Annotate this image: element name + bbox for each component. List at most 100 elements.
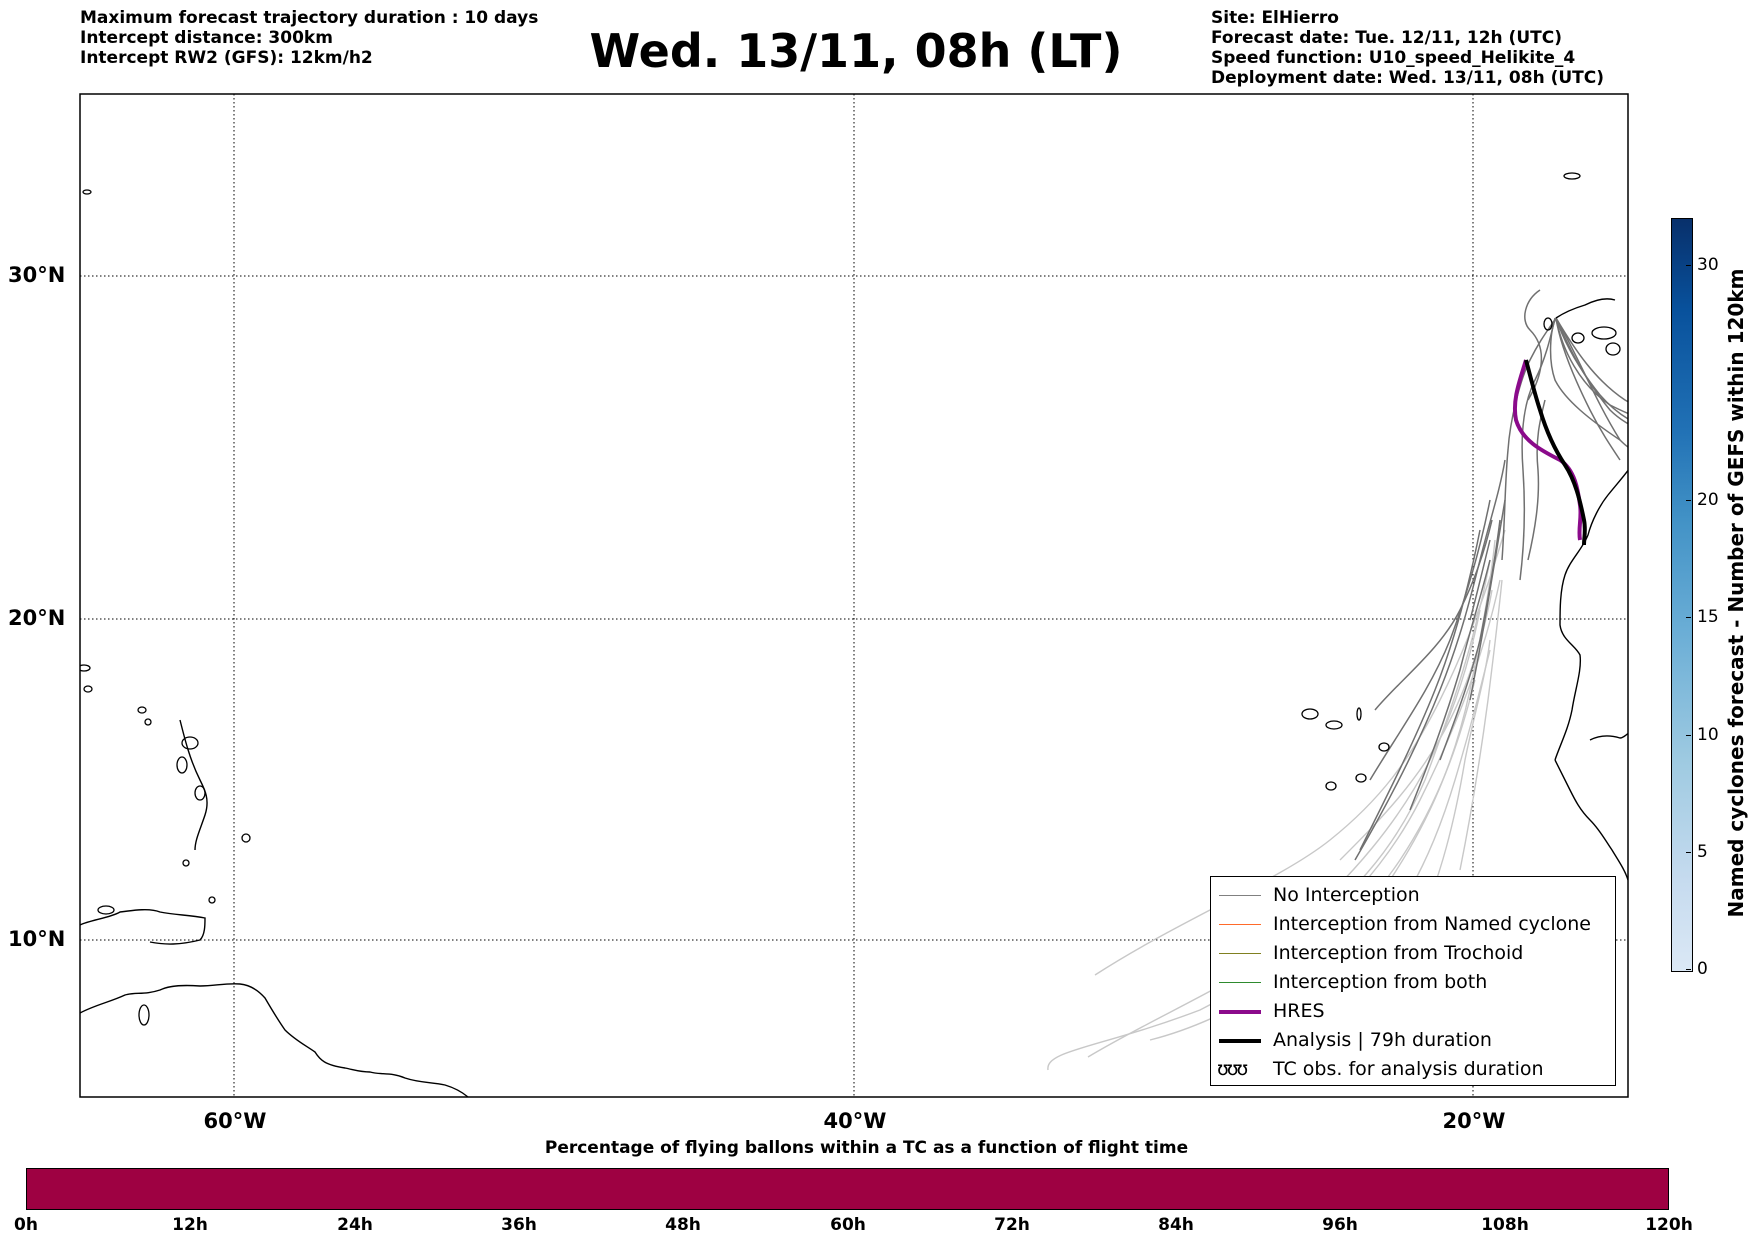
island-11 <box>1325 781 1337 791</box>
islands <box>80 172 1621 1026</box>
colorbar <box>1671 218 1693 972</box>
trajectory-dark-fan-1 <box>1501 317 1557 561</box>
cbar-tickmark-10 <box>1686 735 1691 736</box>
trajectory-dark-7 <box>1374 519 1493 711</box>
island-24 <box>83 685 93 693</box>
legend-item-tc-obs: ʊʊʊ TC obs. for analysis duration <box>1211 1055 1615 1084</box>
pbar-tick-72h: 72h <box>994 1215 1030 1235</box>
cbar-tick-0: 0 <box>1697 959 1708 979</box>
percentage-bar-title: Percentage of flying ballons within a TC… <box>544 1138 1189 1158</box>
pbar-tick-48h: 48h <box>665 1215 701 1235</box>
pbar-tick-108h: 108h <box>1481 1215 1529 1235</box>
lat-label-20n: 20°N <box>8 606 66 630</box>
cbar-tick-10: 10 <box>1697 725 1719 745</box>
pbar-tick-84h: 84h <box>1158 1215 1194 1235</box>
trajectory-dark-5 <box>1439 519 1501 761</box>
pbar-tick-96h: 96h <box>1322 1215 1358 1235</box>
deployment-date-text: Deployment date: Wed. 13/11, 08h (UTC) <box>1211 68 1605 88</box>
legend-swatch-named-cyclone <box>1219 924 1261 925</box>
legend-label-hres: HRES <box>1273 1000 1325 1022</box>
legend-label-trochoid: Interception from Trochoid <box>1273 942 1524 964</box>
legend-label-named-cyclone: Interception from Named cyclone <box>1273 913 1591 935</box>
pbar-tick-36h: 36h <box>501 1215 537 1235</box>
island-8 <box>1325 720 1343 730</box>
trajectory-dark-6 <box>1469 499 1506 701</box>
pbar-tick-60h: 60h <box>830 1215 866 1235</box>
pbar-tick-12h: 12h <box>172 1215 208 1235</box>
legend-label-tc-obs: TC obs. for analysis duration <box>1273 1058 1544 1080</box>
header-right-info: Site: ElHierro Forecast date: Tue. 12/11… <box>1211 8 1604 88</box>
island-23 <box>80 664 91 672</box>
legend-swatch-trochoid <box>1219 953 1261 954</box>
trajectory-dark-1 <box>1354 459 1506 861</box>
island-16 <box>241 833 251 843</box>
intercept-rw2-text: Intercept RW2 (GFS): 12km/h2 <box>80 48 373 68</box>
legend-swatch-no-interception <box>1219 895 1261 896</box>
island-15 <box>194 785 206 801</box>
island-9 <box>1378 742 1390 752</box>
cbar-tickmark-20 <box>1686 500 1691 501</box>
island-2 <box>1563 172 1581 180</box>
island-3 <box>1543 317 1553 331</box>
pbar-tick-120h: 120h <box>1645 1215 1693 1235</box>
legend-label-both: Interception from both <box>1273 971 1488 993</box>
lon-label-40w: 40°W <box>823 1109 887 1133</box>
analysis-trajectory <box>1524 359 1587 546</box>
coast-africa-guinea <box>1554 759 1628 881</box>
trajectory-dark-fan-6 <box>1555 317 1628 425</box>
lon-label-60w: 60°W <box>203 1109 267 1133</box>
cbar-tickmark-30 <box>1686 265 1691 266</box>
legend-label-no-interception: No Interception <box>1273 884 1420 906</box>
trajectory-dark-fan-10 <box>1549 317 1621 441</box>
map-legend: No Interception Interception from Named … <box>1210 876 1616 1086</box>
legend-swatch-hres <box>1219 1010 1261 1014</box>
map-frame <box>79 93 1629 1098</box>
island-22 <box>208 896 216 904</box>
cbar-tickmark-15 <box>1686 617 1691 618</box>
trajectory-dark-fan-2 <box>1519 317 1556 581</box>
trajectory-dark-4 <box>1369 499 1491 781</box>
island-7 <box>1301 708 1319 720</box>
cbar-tick-20: 20 <box>1697 490 1719 510</box>
cbar-tick-5: 5 <box>1697 842 1708 862</box>
island-1 <box>82 189 92 195</box>
trajectory-light-10 <box>1459 579 1503 871</box>
header-left-info: Maximum forecast trajectory duration : 1… <box>80 8 538 68</box>
legend-item-trochoid: Interception from Trochoid <box>1211 939 1615 968</box>
coast-caribbean-arc <box>179 719 208 851</box>
island-5 <box>1591 326 1617 340</box>
pbar-tick-0h: 0h <box>14 1215 38 1235</box>
map-title: Wed. 13/11, 08h (LT) <box>589 24 1123 78</box>
island-19 <box>97 905 115 915</box>
trajectory-dark-fan-5 <box>1555 317 1628 448</box>
speed-function-text: Speed function: U10_speed_Helikite_4 <box>1211 48 1576 68</box>
lat-label-10n: 10°N <box>8 927 66 951</box>
colorbar-label: Named cyclones forecast - Number of GEFS… <box>1724 268 1748 918</box>
legend-item-no-interception: No Interception <box>1211 881 1615 910</box>
trajectory-dark-8 <box>1469 539 1491 621</box>
trajectory-dark-3 <box>1409 559 1491 811</box>
trajectory-dark-fan-9 <box>1555 317 1621 461</box>
island-21 <box>182 859 190 867</box>
island-14 <box>181 736 199 750</box>
trajectory-dark-fan-11 <box>1555 317 1628 415</box>
legend-swatch-analysis <box>1219 1039 1261 1043</box>
trajectory-dark-2 <box>1359 529 1481 851</box>
gridlines <box>80 94 1628 1097</box>
pbar-tick-24h: 24h <box>337 1215 373 1235</box>
coastlines <box>80 298 1628 1097</box>
tc-obs-icon: ʊʊʊ <box>1217 1058 1248 1080</box>
coast-venezuela <box>80 909 206 945</box>
legend-swatch-both <box>1219 982 1261 983</box>
cbar-tickmark-0 <box>1686 969 1691 970</box>
island-13 <box>176 756 188 774</box>
coast-canary <box>1555 298 1616 319</box>
intercept-distance-text: Intercept distance: 300km <box>80 28 333 48</box>
island-18 <box>144 718 152 726</box>
dark-trajectories <box>1354 289 1628 861</box>
lon-label-20w: 20°W <box>1442 1109 1506 1133</box>
island-12 <box>1356 707 1362 721</box>
max-duration-text: Maximum forecast trajectory duration : 1… <box>80 8 539 28</box>
coast-africa-east <box>1589 732 1628 741</box>
trajectory-dark-fan-4 <box>1524 289 1543 401</box>
